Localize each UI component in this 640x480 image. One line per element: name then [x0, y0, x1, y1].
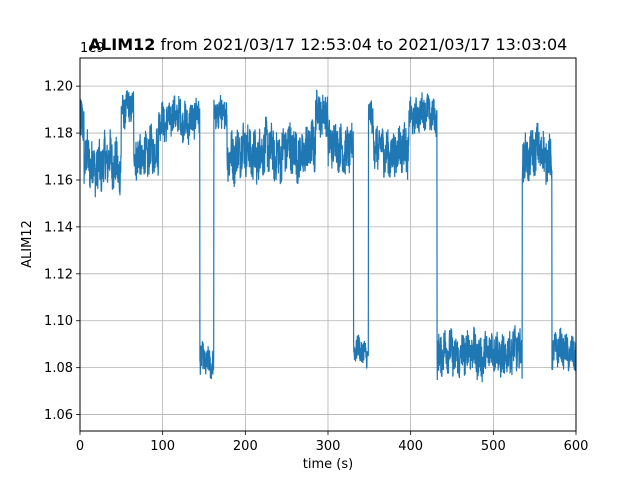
y-axis: 1.06 1.08 1.10 1.12 1.14 1.16 1.18 1.20 [44, 80, 80, 423]
y-tick-label: 1.06 [44, 408, 73, 423]
x-tick-label: 600 [564, 439, 589, 454]
y-offset-label: 1e9 [80, 41, 105, 56]
chart-title: ALIM12 from 2021/03/17 12:53:04 to 2021/… [89, 35, 568, 54]
series-line [80, 89, 576, 383]
x-tick-label: 200 [233, 439, 258, 454]
x-tick-label: 300 [316, 439, 341, 454]
x-axis: 0 100 200 300 400 500 600 [76, 431, 589, 454]
y-tick-label: 1.14 [44, 220, 73, 235]
y-axis-label: ALIM12 [20, 220, 35, 268]
y-tick-label: 1.16 [44, 173, 73, 188]
x-tick-label: 500 [481, 439, 506, 454]
y-tick-label: 1.10 [44, 314, 73, 329]
x-tick-label: 400 [398, 439, 423, 454]
x-tick-label: 100 [150, 439, 175, 454]
y-tick-label: 1.08 [44, 361, 73, 376]
x-tick-label: 0 [76, 439, 84, 454]
chart-title-rest: from 2021/03/17 12:53:04 to 2021/03/17 1… [155, 35, 567, 54]
y-tick-label: 1.12 [44, 267, 73, 282]
y-tick-label: 1.20 [44, 80, 73, 95]
y-tick-label: 1.18 [44, 127, 73, 142]
x-axis-label: time (s) [303, 457, 353, 472]
chart-title-bold: ALIM12 [89, 35, 156, 54]
